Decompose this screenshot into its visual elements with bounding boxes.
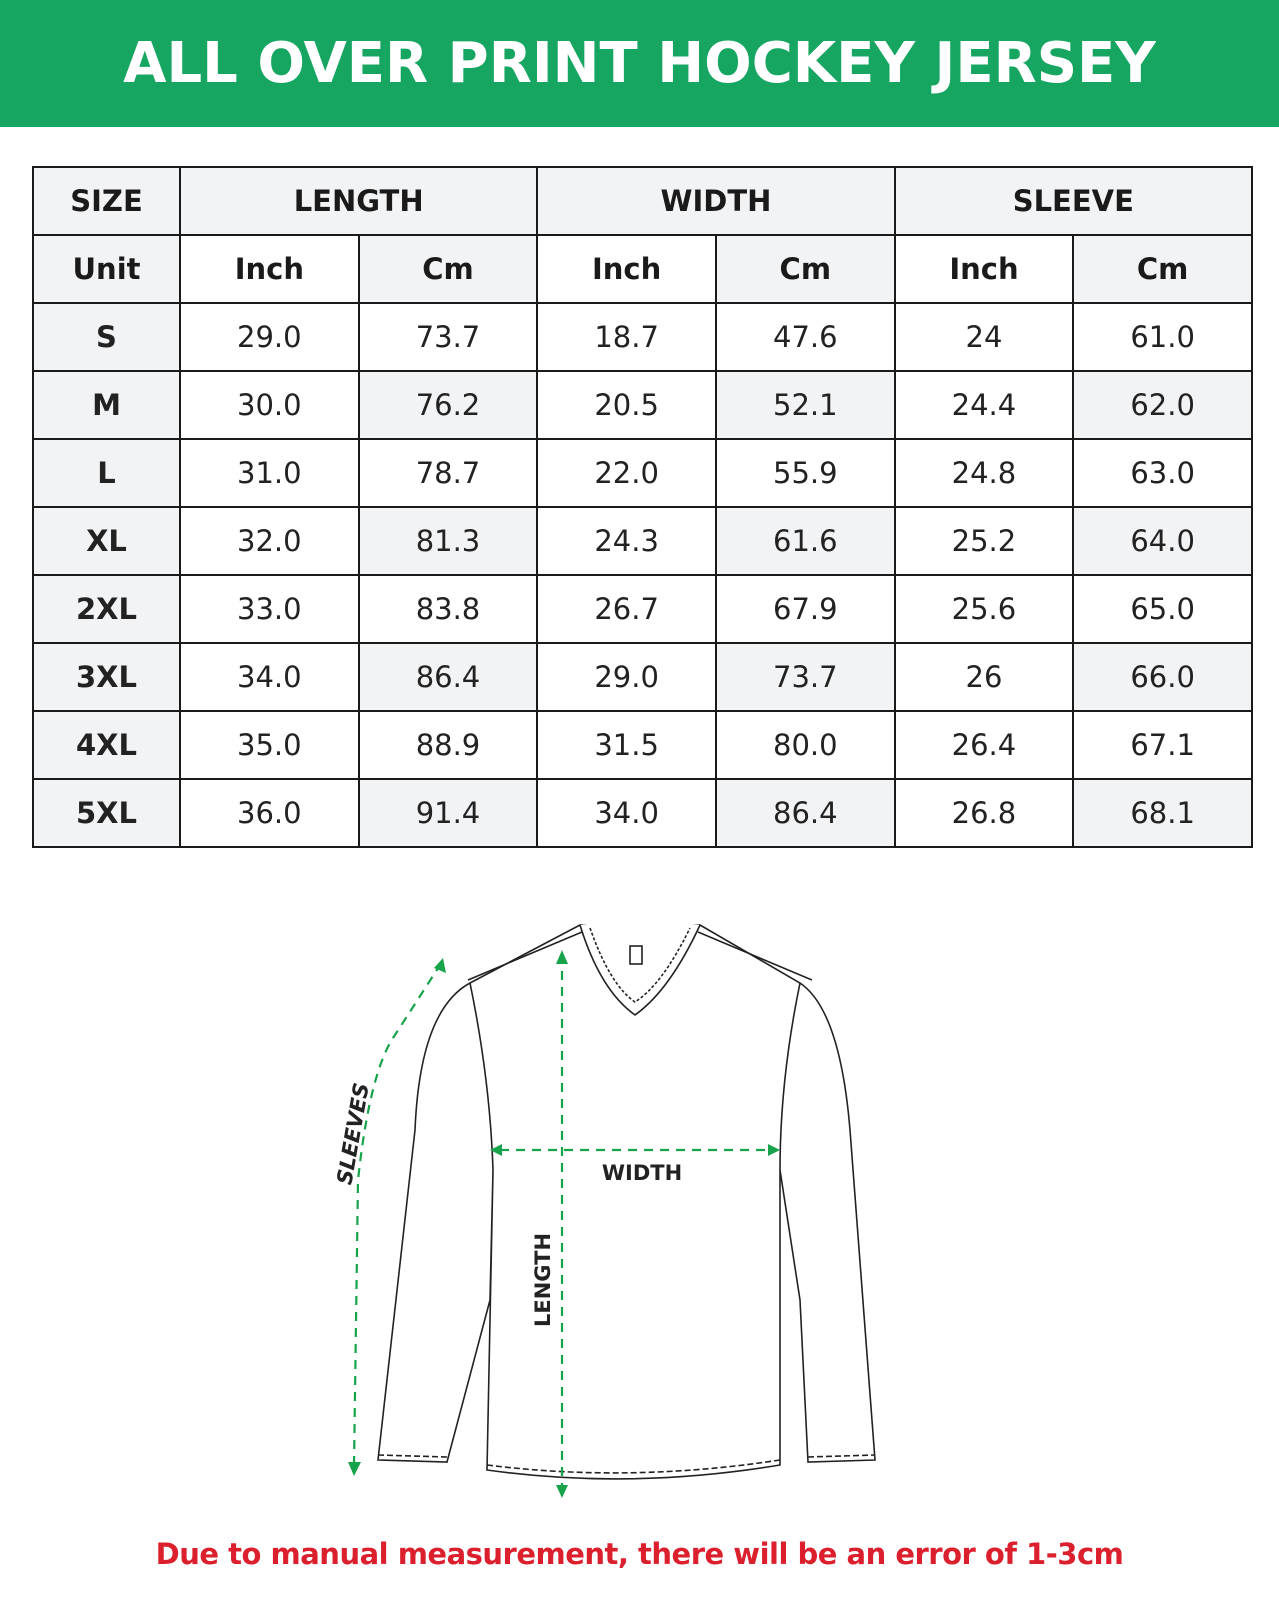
length-label: LENGTH [531,1233,555,1327]
measurement-cell: 34.0 [536,778,717,848]
measurement-cell: 24 [893,302,1075,372]
measurement-cell: 61.0 [1072,302,1253,372]
measure-arrows [352,955,770,1495]
measurement-cell: 24.8 [893,438,1075,508]
measurement-cell: 73.7 [714,642,896,712]
measurement-cell: 35.0 [179,710,360,780]
title-banner: ALL OVER PRINT HOCKEY JERSEY [0,0,1279,127]
unit-cell: Cm [357,234,539,304]
measurement-note: Due to manual measurement, there will be… [155,1537,1124,1571]
measurement-cell: 25.6 [893,574,1075,644]
unit-cell: Cm [714,234,896,304]
table-row: 3XL 34.0 86.4 29.0 73.7 26 66.0 [32,642,1253,712]
measurement-cell: 76.2 [357,370,539,440]
sleeve-header: SLEEVE [893,166,1254,236]
jersey-diagram: WIDTH LENGTH SLEEVES [0,880,1279,1500]
measurement-cell: 34.0 [179,642,360,712]
table-row: 2XL 33.0 83.8 26.7 67.9 25.6 65.0 [32,574,1253,644]
size-chart-table: SIZE LENGTH WIDTH SLEEVE Unit Inch Cm In… [32,166,1254,848]
size-cell: S [32,302,181,372]
measurement-cell: 68.1 [1072,778,1253,848]
measurement-cell: 62.0 [1072,370,1253,440]
measurement-cell: 52.1 [714,370,896,440]
measurement-cell: 26 [893,642,1075,712]
jersey-outline [377,924,876,1480]
measurement-cell: 80.0 [714,710,896,780]
size-header: SIZE [32,166,181,236]
table-row: 5XL 36.0 91.4 34.0 86.4 26.8 68.1 [32,778,1253,848]
measurement-cell: 31.0 [179,438,360,508]
measurement-cell: 25.2 [893,506,1075,576]
arrow-heads [348,950,780,1498]
measurement-cell: 22.0 [536,438,717,508]
unit-cell: Inch [893,234,1075,304]
measurement-cell: 88.9 [357,710,539,780]
measurement-cell: 91.4 [357,778,539,848]
measurement-cell: 29.0 [536,642,717,712]
measurement-cell: 47.6 [714,302,896,372]
measurement-cell: 31.5 [536,710,717,780]
page-title: ALL OVER PRINT HOCKEY JERSEY [123,31,1156,96]
unit-cell: Inch [536,234,717,304]
group-header-row: SIZE LENGTH WIDTH SLEEVE [32,166,1254,236]
measurement-cell: 24.3 [536,506,717,576]
measurement-cell: 24.4 [893,370,1075,440]
table-row: L 31.0 78.7 22.0 55.9 24.8 63.0 [32,438,1253,508]
length-header: LENGTH [178,166,539,236]
measurement-cell: 64.0 [1072,506,1253,576]
measurement-cell: 81.3 [357,506,539,576]
size-cell: 5XL [32,778,181,848]
measurement-cell: 29.0 [179,302,360,372]
measurement-cell: 30.0 [179,370,360,440]
measurement-cell: 18.7 [536,302,717,372]
measurement-cell: 78.7 [357,438,539,508]
table-row: 4XL 35.0 88.9 31.5 80.0 26.4 67.1 [32,710,1253,780]
measurement-cell: 73.7 [357,302,539,372]
size-cell: 3XL [32,642,181,712]
measurement-cell: 66.0 [1072,642,1253,712]
table-row: XL 32.0 81.3 24.3 61.6 25.2 64.0 [32,506,1253,576]
unit-cell: Inch [179,234,360,304]
width-label: WIDTH [602,1161,682,1185]
unit-cell: Cm [1072,234,1253,304]
size-cell: 4XL [32,710,181,780]
size-cell: M [32,370,181,440]
sleeves-label: SLEEVES [332,1081,374,1187]
jersey-illustration: WIDTH LENGTH SLEEVES [332,924,876,1498]
table-row: S 29.0 73.7 18.7 47.6 24 61.0 [32,302,1253,372]
measurement-cell: 61.6 [714,506,896,576]
measurement-cell: 36.0 [179,778,360,848]
unit-header-row: Unit Inch Cm Inch Cm Inch Cm [32,234,1253,304]
measurement-cell: 67.1 [1072,710,1253,780]
measurement-cell: 32.0 [179,506,360,576]
unit-label: Unit [32,234,181,304]
size-cell: 2XL [32,574,181,644]
size-cell: XL [32,506,181,576]
measurement-cell: 65.0 [1072,574,1253,644]
measurement-cell: 63.0 [1072,438,1253,508]
measurement-cell: 26.4 [893,710,1075,780]
measurement-cell: 26.7 [536,574,717,644]
measurement-cell: 67.9 [714,574,896,644]
measurement-cell: 20.5 [536,370,717,440]
measurement-cell: 33.0 [179,574,360,644]
measurement-cell: 26.8 [893,778,1075,848]
size-cell: L [32,438,181,508]
table-row: M 30.0 76.2 20.5 52.1 24.4 62.0 [32,370,1253,440]
measurement-cell: 86.4 [357,642,539,712]
measurement-cell: 86.4 [714,778,896,848]
measurement-cell: 55.9 [714,438,896,508]
width-header: WIDTH [536,166,896,236]
measurement-cell: 83.8 [357,574,539,644]
